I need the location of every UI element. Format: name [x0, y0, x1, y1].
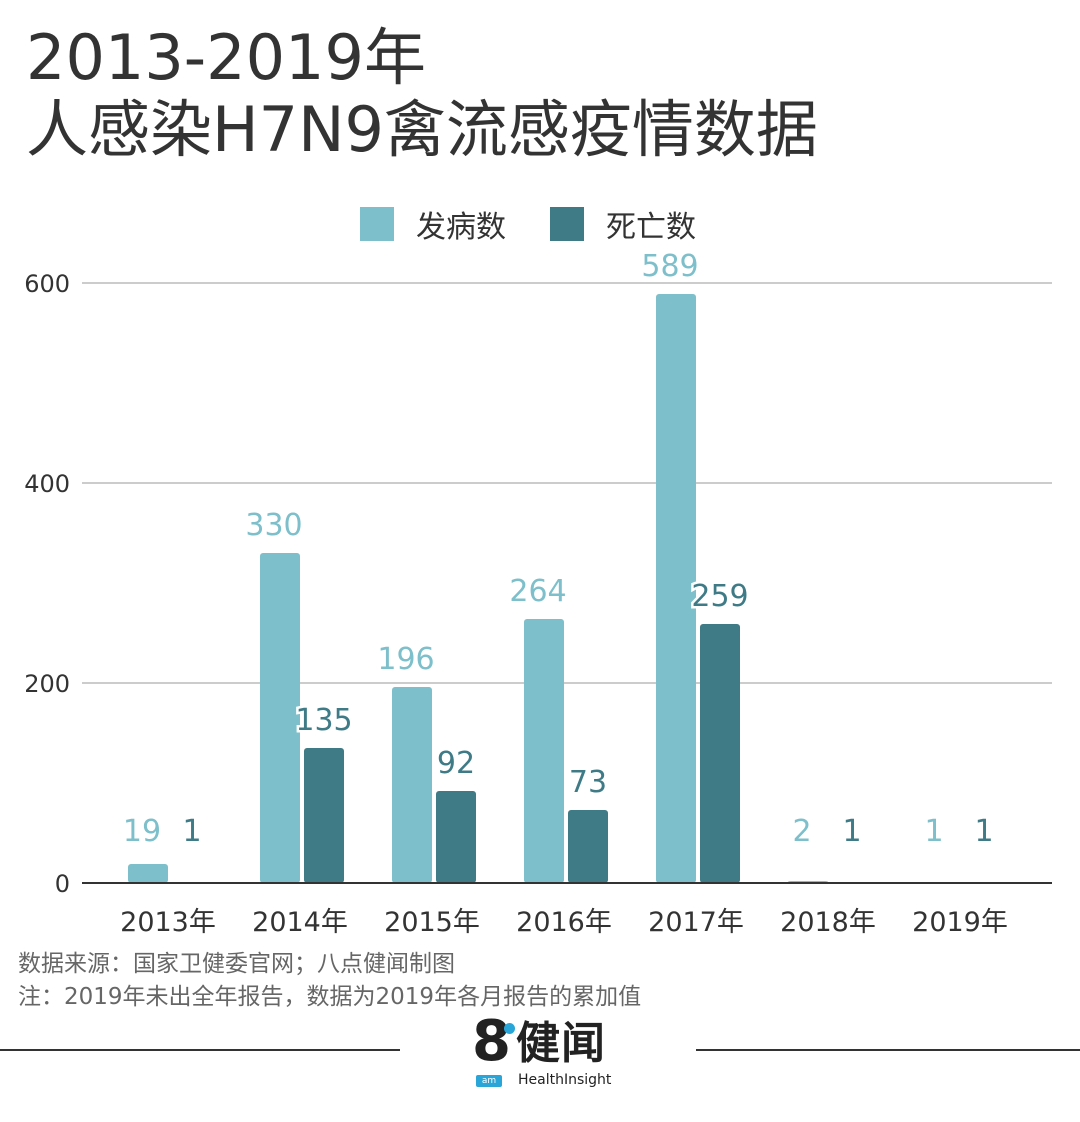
y-tick-label: 400: [24, 470, 70, 498]
bar-cases: [656, 294, 696, 883]
x-tick-label: 2014年: [252, 907, 348, 938]
data-label-deaths: 73: [569, 765, 607, 800]
footer-divider-left: [0, 1049, 400, 1051]
logo-badge: am: [476, 1075, 502, 1087]
logo-dot-icon: [504, 1023, 515, 1034]
legend-item-deaths: 死亡数: [550, 202, 696, 246]
x-tick-label: 2017年: [648, 907, 744, 938]
title-line-1: 2013-2019年: [26, 21, 426, 94]
footnote: 注：2019年未出全年报告，数据为2019年各月报告的累加值: [18, 984, 642, 1010]
y-tick-label: 0: [55, 870, 70, 898]
data-label-deaths: 92: [437, 746, 475, 781]
x-tick-label: 2018年: [780, 907, 876, 938]
logo-english-name: HealthInsight: [518, 1072, 612, 1088]
data-label-cases: 19: [123, 814, 161, 849]
legend-label-deaths: 死亡数: [606, 210, 696, 245]
chart-legend: 发病数 死亡数: [360, 200, 740, 248]
bar-cases: [524, 619, 564, 883]
x-tick-label: 2013年: [120, 907, 216, 938]
bar-cases: [128, 864, 168, 883]
legend-swatch-deaths: [550, 207, 584, 241]
footer-divider-right: [696, 1049, 1080, 1051]
bar-deaths: [436, 791, 476, 883]
data-label-cases: 1: [924, 814, 943, 849]
bar-cases: [392, 687, 432, 883]
bar-deaths: [568, 810, 608, 883]
data-label-deaths: 259: [691, 579, 748, 614]
legend-label-cases: 发病数: [416, 210, 506, 245]
logo-mark: 8: [472, 1009, 511, 1074]
title-line-2: 人感染H7N9禽流感疫情数据: [26, 93, 818, 166]
data-label-deaths: 1: [182, 814, 201, 849]
x-tick-label: 2019年: [912, 907, 1008, 938]
source-note: 数据来源：国家卫健委官网；八点健闻制图: [18, 951, 455, 977]
y-tick-label: 200: [24, 670, 70, 698]
y-tick-label: 600: [24, 270, 70, 298]
data-label-cases: 589: [641, 249, 698, 284]
bar-deaths: [700, 624, 740, 883]
legend-item-cases: 发病数: [360, 202, 506, 246]
bar-cases: [260, 553, 300, 883]
legend-swatch-cases: [360, 207, 394, 241]
x-tick-label: 2015年: [384, 907, 480, 938]
bar-deaths: [304, 748, 344, 883]
data-label-cases: 330: [245, 508, 302, 543]
data-label-cases: 196: [377, 642, 434, 677]
data-label-cases: 2: [792, 814, 811, 849]
bar-chart: 0 200 400 600 19 1 2013年 330 135 2014年 196 92 2015年 2…: [24, 247, 1052, 938]
data-label-cases: 264: [509, 574, 566, 609]
logo-name: 健闻: [516, 1018, 606, 1069]
data-label-deaths: 1: [842, 814, 861, 849]
x-tick-label: 2016年: [516, 907, 612, 938]
brand-logo: 8 健闻 am HealthInsight: [470, 1009, 630, 1095]
data-label-deaths: 135: [295, 703, 352, 738]
page-title: 2013-2019年 人感染H7N9禽流感疫情数据: [26, 22, 818, 166]
data-label-deaths: 1: [974, 814, 993, 849]
